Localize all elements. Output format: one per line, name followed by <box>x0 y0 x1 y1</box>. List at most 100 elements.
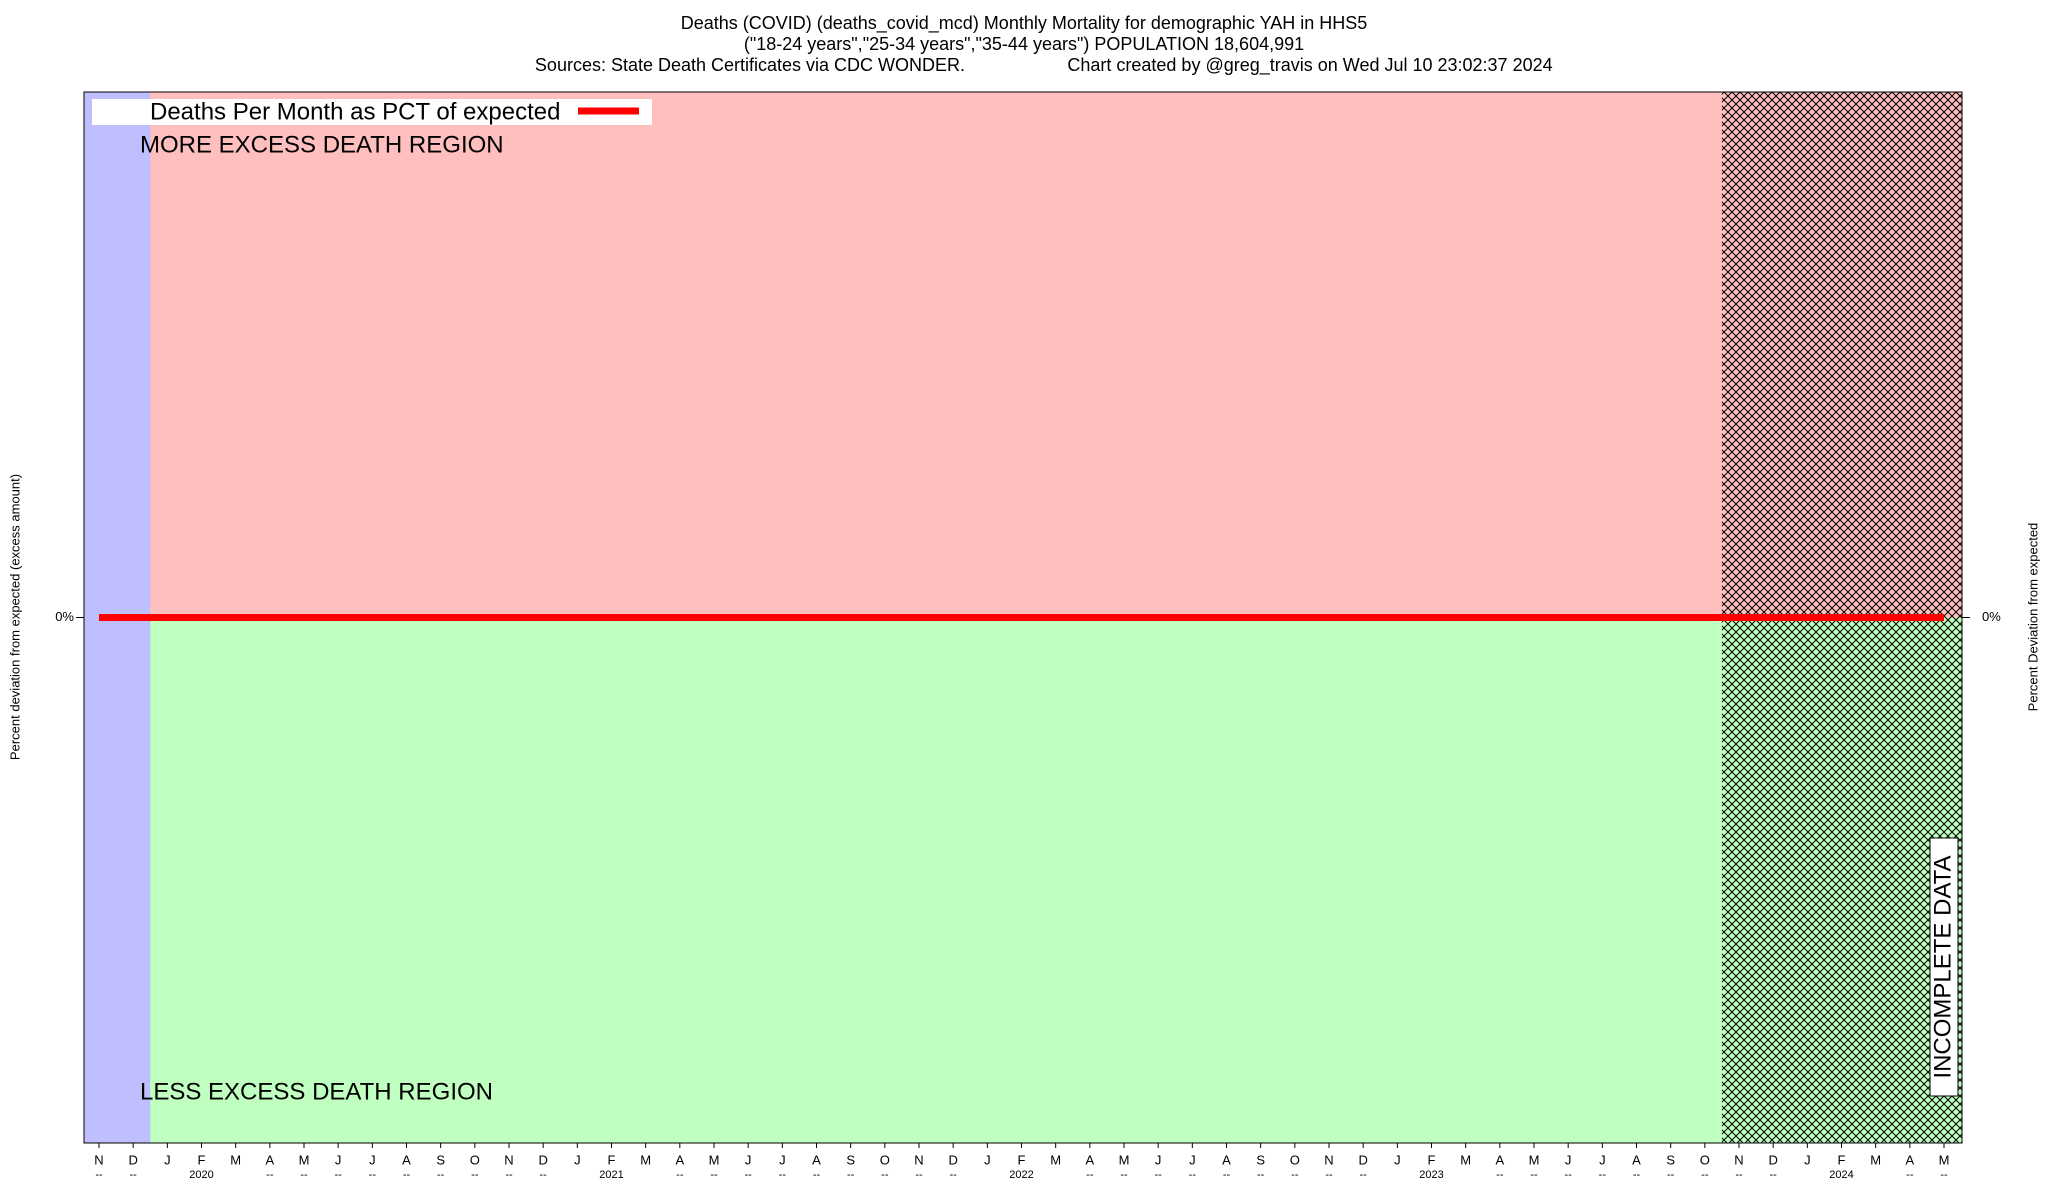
x-tick-label: M <box>709 1152 720 1167</box>
x-tick-sublabel: -- <box>1633 1169 1641 1181</box>
x-tick-sublabel: -- <box>540 1169 548 1181</box>
x-tick-sublabel: -- <box>1223 1169 1231 1181</box>
x-tick-sublabel: 2023 <box>1419 1169 1443 1181</box>
x-tick-sublabel: -- <box>1155 1169 1163 1181</box>
y-tick-label: 0% <box>55 609 74 624</box>
x-tick-label: M <box>1460 1152 1471 1167</box>
x-tick-label: N <box>1734 1152 1743 1167</box>
x-tick-label: J <box>1189 1152 1196 1167</box>
x-tick-label: J <box>574 1152 581 1167</box>
x-tick-label: A <box>1905 1152 1914 1167</box>
annotation: LESS EXCESS DEATH REGION <box>140 1078 493 1105</box>
x-tick-label: M <box>230 1152 241 1167</box>
x-tick-label: D <box>1358 1152 1367 1167</box>
annotation: MORE EXCESS DEATH REGION <box>140 131 504 158</box>
x-tick-sublabel: -- <box>369 1169 377 1181</box>
x-tick-label: O <box>1700 1152 1710 1167</box>
x-tick-label: A <box>1085 1152 1094 1167</box>
x-tick-sublabel: -- <box>1906 1169 1914 1181</box>
x-tick-sublabel: -- <box>505 1169 513 1181</box>
x-tick-label: A <box>1495 1152 1504 1167</box>
x-tick-label: J <box>779 1152 786 1167</box>
upper-region <box>84 92 1962 618</box>
x-tick-sublabel: -- <box>710 1169 718 1181</box>
x-tick-sublabel: -- <box>1701 1169 1709 1181</box>
x-tick-label: F <box>198 1152 206 1167</box>
x-tick-sublabel: -- <box>676 1169 684 1181</box>
x-tick-label: N <box>914 1152 923 1167</box>
x-tick-sublabel: -- <box>847 1169 855 1181</box>
x-tick-label: F <box>608 1152 616 1167</box>
x-tick-sublabel: -- <box>1325 1169 1333 1181</box>
x-tick-label: M <box>1939 1152 1950 1167</box>
x-tick-label: A <box>1632 1152 1641 1167</box>
x-tick-label: S <box>1256 1152 1265 1167</box>
x-tick-label: N <box>94 1152 103 1167</box>
x-tick-sublabel: -- <box>1735 1169 1743 1181</box>
x-tick-label: S <box>1666 1152 1675 1167</box>
x-tick-sublabel: -- <box>437 1169 445 1181</box>
x-tick-sublabel: -- <box>130 1169 138 1181</box>
x-tick-label: A <box>675 1152 684 1167</box>
x-tick-label: F <box>1428 1152 1436 1167</box>
regions <box>84 92 1962 1143</box>
x-tick-label: M <box>1870 1152 1881 1167</box>
chart-subtitle: ("18-24 years","25-34 years","35-44 year… <box>744 34 1304 54</box>
x-tick-label: A <box>1222 1152 1231 1167</box>
x-tick-label: O <box>470 1152 480 1167</box>
x-tick-sublabel: -- <box>403 1169 411 1181</box>
x-tick-sublabel: -- <box>1360 1169 1368 1181</box>
x-tick-sublabel: -- <box>1530 1169 1538 1181</box>
x-tick-sublabel: -- <box>300 1169 308 1181</box>
x-tick-label: J <box>164 1152 171 1167</box>
x-tick-label: J <box>1804 1152 1811 1167</box>
x-tick-sublabel: -- <box>1565 1169 1573 1181</box>
x-tick-label: S <box>846 1152 855 1167</box>
legend-box <box>92 99 652 125</box>
chart-title: Deaths (COVID) (deaths_covid_mcd) Monthl… <box>681 13 1368 34</box>
y-axis-label: Percent deviation from expected (excess … <box>7 474 22 760</box>
credit: Chart created by @greg_travis on Wed Jul… <box>1067 55 1552 76</box>
x-tick-sublabel: -- <box>266 1169 274 1181</box>
x-tick-label: D <box>1768 1152 1777 1167</box>
y2-axis-label: Percent Deviation from expected <box>2025 523 2040 712</box>
x-tick-sublabel: -- <box>95 1169 103 1181</box>
x-tick-label: J <box>1599 1152 1606 1167</box>
x-tick-sublabel: -- <box>335 1169 343 1181</box>
legend-label: Deaths Per Month as PCT of expected <box>150 98 560 125</box>
x-tick-sublabel: -- <box>1496 1169 1504 1181</box>
x-tick-sublabel: -- <box>1940 1169 1948 1181</box>
x-tick-label: O <box>1290 1152 1300 1167</box>
x-tick-sublabel: -- <box>1770 1169 1778 1181</box>
x-tick-sublabel: -- <box>779 1169 787 1181</box>
x-tick-label: J <box>984 1152 991 1167</box>
x-tick-label: J <box>335 1152 342 1167</box>
x-tick-label: J <box>1394 1152 1401 1167</box>
x-tick-sublabel: -- <box>1667 1169 1675 1181</box>
x-tick-label: J <box>1565 1152 1572 1167</box>
x-tick-sublabel: -- <box>1189 1169 1197 1181</box>
x-tick-label: D <box>948 1152 957 1167</box>
x-tick-sublabel: -- <box>1257 1169 1265 1181</box>
x-tick-label: A <box>812 1152 821 1167</box>
lower-region <box>84 617 1962 1143</box>
x-tick-label: N <box>1324 1152 1333 1167</box>
x-tick-label: M <box>1050 1152 1061 1167</box>
x-tick-label: J <box>369 1152 376 1167</box>
x-tick-sublabel: -- <box>1291 1169 1299 1181</box>
annotation-box <box>1929 837 1959 1097</box>
x-tick-label: F <box>1018 1152 1026 1167</box>
x-tick-sublabel: -- <box>471 1169 479 1181</box>
x-tick-sublabel: -- <box>745 1169 753 1181</box>
x-tick-sublabel: 2024 <box>1829 1169 1853 1181</box>
x-tick-sublabel: -- <box>950 1169 958 1181</box>
x-tick-label: A <box>265 1152 274 1167</box>
x-tick-sublabel: 2022 <box>1009 1169 1033 1181</box>
x-tick-label: M <box>299 1152 310 1167</box>
x-tick-sublabel: -- <box>1120 1169 1128 1181</box>
x-tick-sublabel: -- <box>813 1169 821 1181</box>
x-tick-label: D <box>128 1152 137 1167</box>
x-tick-label: M <box>1119 1152 1130 1167</box>
y2-tick-label: 0% <box>1982 609 2001 624</box>
x-tick-label: J <box>745 1152 752 1167</box>
